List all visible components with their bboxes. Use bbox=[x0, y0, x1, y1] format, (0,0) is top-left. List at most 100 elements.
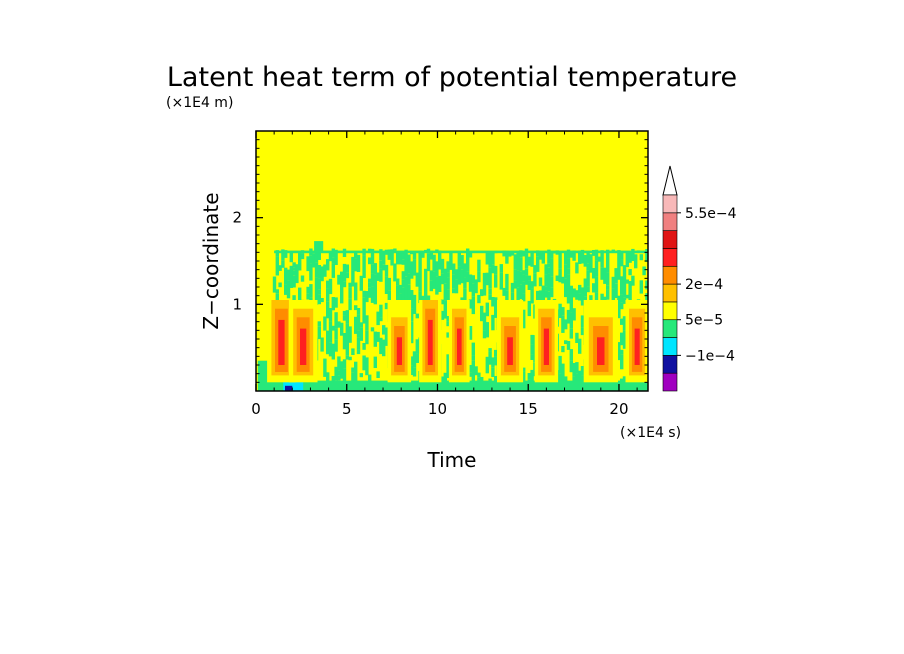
heatmap-cell bbox=[463, 263, 467, 278]
heatmap-cell bbox=[642, 266, 646, 276]
heatmap-cell bbox=[298, 253, 302, 271]
heatmap-cell bbox=[359, 327, 363, 341]
heatmap-cell bbox=[415, 313, 419, 319]
heatmap-cell bbox=[583, 278, 587, 297]
heatmap-cell bbox=[348, 282, 352, 288]
heatmap-cell bbox=[457, 266, 461, 285]
heatmap-cell bbox=[634, 254, 638, 269]
heatmap-cell bbox=[555, 275, 559, 281]
heatmap-cell bbox=[365, 357, 369, 368]
heatmap-cell bbox=[583, 255, 587, 267]
heatmap-cell bbox=[334, 312, 338, 329]
heatmap-cell bbox=[527, 256, 531, 266]
heatmap-cell bbox=[564, 340, 568, 345]
heatmap-cell bbox=[410, 321, 414, 328]
heatmap-cell bbox=[334, 297, 338, 308]
heatmap-cell bbox=[412, 367, 417, 377]
heatmap-cell bbox=[622, 280, 627, 289]
heatmap-cell bbox=[625, 279, 629, 284]
heatmap-cell bbox=[412, 251, 417, 260]
heatmap-cell bbox=[494, 265, 498, 275]
heatmap-cell bbox=[401, 259, 405, 265]
heatmap-cell bbox=[558, 355, 562, 374]
heatmap-cell bbox=[561, 315, 565, 333]
heatmap-cell bbox=[292, 267, 296, 271]
heatmap-cell bbox=[533, 265, 537, 274]
heatmap-cell bbox=[435, 261, 439, 277]
heatmap-cell bbox=[494, 297, 498, 312]
heatmap-cell bbox=[432, 271, 436, 289]
heatmap-cell bbox=[494, 356, 498, 366]
heatmap-field bbox=[256, 131, 648, 391]
heatmap-cell bbox=[365, 330, 369, 345]
heatmap-cell bbox=[359, 275, 363, 291]
heatmap-cell bbox=[606, 269, 610, 273]
heatmap-cell bbox=[468, 372, 473, 377]
heatmap-cell bbox=[370, 253, 375, 265]
heatmap-cell bbox=[323, 358, 327, 377]
heatmap-cell bbox=[628, 291, 632, 305]
heatmap-cell bbox=[530, 251, 534, 267]
heatmap-cell bbox=[275, 293, 279, 304]
heatmap-cell bbox=[438, 275, 442, 292]
heatmap-cell bbox=[547, 291, 551, 307]
heatmap-cell bbox=[519, 284, 523, 300]
heatmap-cell bbox=[342, 273, 347, 282]
heatmap-cell bbox=[390, 252, 394, 266]
heatmap-cell bbox=[575, 332, 579, 343]
heatmap-cell bbox=[354, 258, 358, 272]
heatmap-cell bbox=[516, 287, 520, 302]
heatmap-cell bbox=[314, 251, 319, 263]
heatmap-cell bbox=[480, 310, 484, 322]
heatmap-cell bbox=[373, 263, 377, 275]
heatmap-cell bbox=[454, 269, 459, 280]
heatmap-cell bbox=[370, 273, 375, 287]
heatmap-cell bbox=[558, 259, 562, 268]
heatmap-cell bbox=[468, 274, 473, 292]
heatmap-cell bbox=[477, 271, 481, 283]
heatmap-cell bbox=[317, 278, 321, 290]
heatmap-cell bbox=[463, 289, 467, 301]
colorbar-labels: −1e−4 5e−5 2e−4 5.5e−4 bbox=[677, 206, 737, 364]
heatmap-cell bbox=[611, 249, 615, 252]
heatmap-cell bbox=[326, 280, 330, 289]
heatmap-cell bbox=[477, 294, 481, 304]
heatmap-cell bbox=[348, 326, 352, 343]
heatmap-cell bbox=[259, 380, 648, 391]
heatmap-cell bbox=[382, 339, 386, 357]
heatmap-cell bbox=[331, 325, 335, 331]
heatmap-cell bbox=[320, 298, 324, 303]
colorbar: −1e−4 5e−5 2e−4 5.5e−4 bbox=[662, 165, 737, 392]
heatmap-cell bbox=[569, 328, 573, 339]
heatmap-cell bbox=[368, 282, 372, 288]
heatmap-cell bbox=[398, 252, 403, 265]
heatmap-cell bbox=[373, 292, 377, 305]
heatmap-cell bbox=[566, 268, 571, 275]
heatmap-cell bbox=[558, 303, 562, 318]
heatmap-cell bbox=[578, 293, 582, 301]
heatmap-cell bbox=[373, 274, 377, 293]
colorbar-bin bbox=[662, 212, 678, 231]
heatmap-cell bbox=[323, 264, 327, 277]
heatmap-cell bbox=[466, 248, 470, 259]
heatmap-cell bbox=[351, 270, 355, 282]
heatmap-cell bbox=[510, 252, 515, 256]
heatmap-cell bbox=[522, 281, 526, 294]
heatmap-cell bbox=[331, 263, 335, 278]
heatmap-cell bbox=[384, 264, 389, 277]
heatmap-cell bbox=[575, 262, 579, 274]
heatmap-cell bbox=[410, 308, 414, 322]
heatmap-cell bbox=[544, 274, 548, 287]
heatmap-cell bbox=[494, 349, 498, 357]
heatmap-cell bbox=[326, 301, 330, 319]
heatmap-cell bbox=[446, 316, 450, 322]
heatmap-cell bbox=[538, 290, 543, 306]
heatmap-cell bbox=[446, 272, 450, 278]
heatmap-cell bbox=[340, 361, 344, 379]
heatmap-cell bbox=[396, 337, 402, 365]
colorbar-bin bbox=[662, 355, 678, 374]
colorbar-extend-triangle bbox=[662, 165, 678, 196]
heatmap-cell bbox=[622, 316, 627, 331]
colorbar-bins bbox=[662, 194, 678, 392]
